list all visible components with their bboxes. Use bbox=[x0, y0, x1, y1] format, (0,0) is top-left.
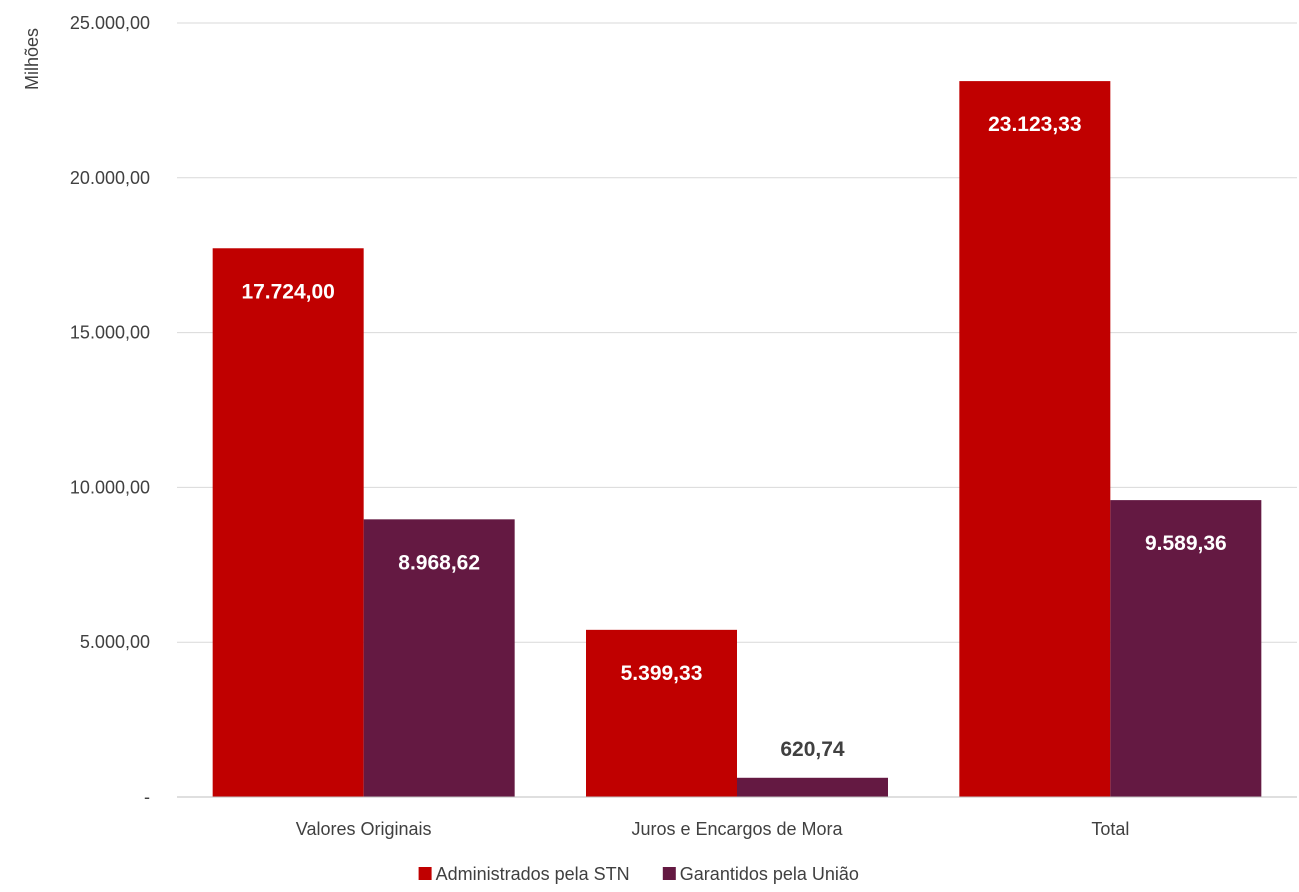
y-tick-label: 10.000,00 bbox=[70, 477, 150, 497]
data-label: 5.399,33 bbox=[621, 662, 703, 685]
y-tick-label: 25.000,00 bbox=[70, 13, 150, 33]
data-label: 9.589,36 bbox=[1145, 532, 1227, 555]
bar bbox=[959, 81, 1111, 798]
data-label: 8.968,62 bbox=[398, 551, 480, 574]
y-tick-label: - bbox=[144, 787, 150, 807]
y-axis-label: Milhões bbox=[22, 28, 42, 90]
y-axis-ticks: - 5.000,00 10.000,00 15.000,00 20.000,00 25.0… bbox=[70, 13, 150, 807]
data-label: 23.123,33 bbox=[988, 113, 1081, 136]
legend-label: Garantidos pela União bbox=[680, 864, 859, 884]
x-category-label: Juros e Encargos de Mora bbox=[631, 819, 843, 839]
y-tick-label: 5.000,00 bbox=[80, 632, 150, 652]
x-axis-categories: Valores Originais Juros e Encargos de Mor… bbox=[296, 819, 1130, 839]
bars: 17.724,00 8.968,62 5.399,33 620,74 23.123,33… bbox=[212, 81, 1262, 798]
bar bbox=[1110, 500, 1262, 797]
legend-swatch bbox=[662, 867, 676, 880]
data-label: 620,74 bbox=[780, 738, 845, 761]
legend-swatch bbox=[418, 867, 432, 880]
x-category-label: Valores Originais bbox=[296, 819, 432, 839]
y-tick-label: 15.000,00 bbox=[70, 323, 150, 343]
data-label: 17.724,00 bbox=[241, 280, 334, 303]
y-tick-label: 20.000,00 bbox=[70, 168, 150, 188]
bar bbox=[737, 777, 888, 797]
legend: Administrados pela STN Garantidos pela Un… bbox=[418, 864, 859, 884]
bar bbox=[363, 519, 515, 797]
legend-label: Administrados pela STN bbox=[436, 864, 630, 884]
bar bbox=[586, 629, 737, 797]
x-category-label: Total bbox=[1091, 819, 1129, 839]
bar bbox=[212, 248, 364, 797]
